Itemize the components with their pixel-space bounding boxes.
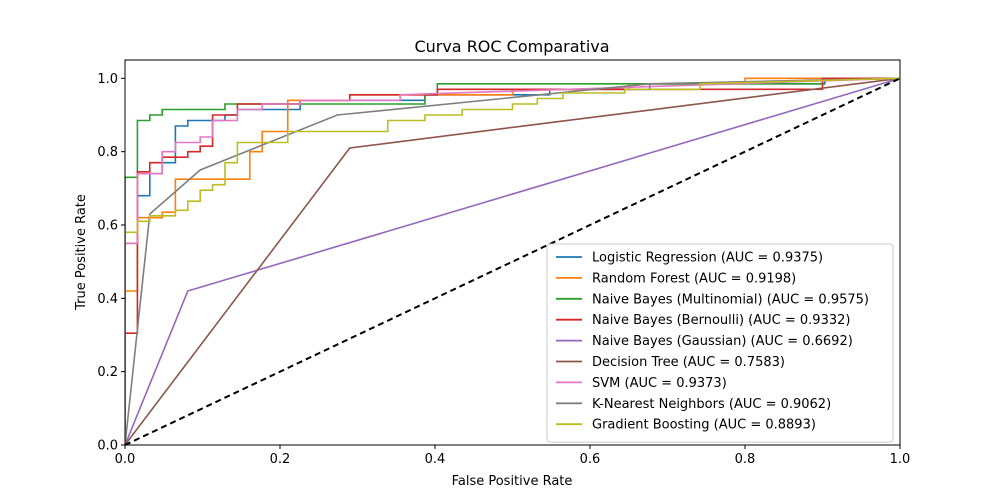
chart-title: Curva ROC Comparativa [414, 37, 609, 56]
series-line-4 [125, 77, 900, 445]
y-tick-label: 1.0 [97, 72, 118, 87]
x-tick-label: 0.6 [580, 452, 601, 467]
chance-diagonal-line [125, 77, 900, 445]
y-tick-label: 0.8 [97, 145, 118, 160]
series-line-3 [125, 77, 900, 445]
x-tick-label: 1.0 [890, 452, 911, 467]
plot-area [125, 77, 900, 445]
legend-label-4: Naive Bayes (Gaussian) (AUC = 0.6692) [592, 334, 853, 349]
axis-ticks: 0.0 0.2 0.4 0.6 0.8 1.0 0.0 0.2 0.4 0.6 0.8 1.0 [97, 72, 910, 467]
series-line-6 [125, 77, 900, 445]
y-tick-label: 0.6 [97, 219, 118, 234]
x-tick-label: 0.4 [425, 452, 446, 467]
series-line-5 [125, 77, 900, 445]
series-line-8 [125, 77, 900, 445]
y-axis-label: True Positive Rate [74, 194, 89, 311]
legend-label-0: Logistic Regression (AUC = 0.9375) [592, 251, 823, 266]
y-tick-label: 0.2 [97, 365, 118, 380]
y-tick-label: 0.0 [97, 439, 118, 454]
x-tick-label: 0.2 [270, 452, 291, 467]
legend-label-7: K-Nearest Neighbors (AUC = 0.9062) [592, 397, 831, 412]
series-line-2 [125, 77, 900, 445]
legend-label-8: Gradient Boosting (AUC = 0.8893) [592, 418, 816, 433]
legend-label-5: Decision Tree (AUC = 0.7583) [592, 355, 785, 370]
legend-box [546, 243, 894, 443]
legend: Logistic Regression (AUC = 0.9375) Random… [546, 243, 894, 443]
y-tick-label: 0.4 [97, 292, 118, 307]
legend-label-1: Random Forest (AUC = 0.9198) [592, 271, 796, 286]
legend-label-2: Naive Bayes (Multinomial) (AUC = 0.9575) [592, 292, 869, 307]
x-tick-label: 0.8 [735, 452, 756, 467]
x-tick-label: 0.0 [115, 452, 136, 467]
legend-label-3: Naive Bayes (Bernoulli) (AUC = 0.9332) [592, 313, 850, 328]
legend-label-6: SVM (AUC = 0.9373) [592, 376, 727, 391]
plot-frame [124, 59, 901, 446]
x-axis-label: False Positive Rate [452, 474, 573, 489]
